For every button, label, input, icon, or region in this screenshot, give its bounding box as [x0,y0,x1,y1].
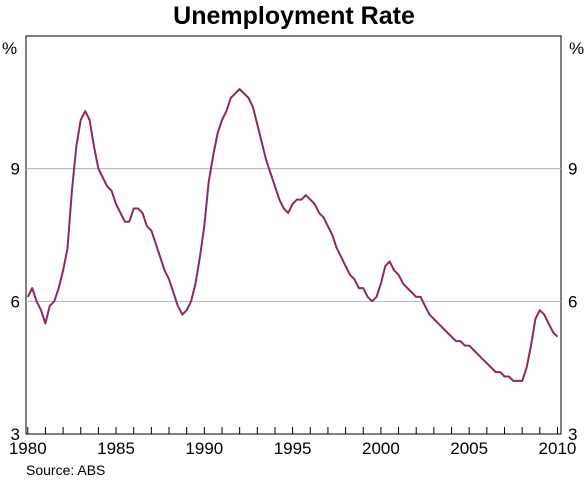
x-tick-label-2010: 2010 [539,439,577,458]
series-layer [26,88,559,382]
source-note: Source: ABS [26,462,106,478]
y-tick-label-right-6: 6 [568,292,577,311]
chart-title: Unemployment Rate [173,2,415,30]
right-unit-label: % [569,39,584,58]
series-line-0 [26,88,559,382]
grid-layer [26,168,561,302]
y-tick-label-right-3: 3 [568,425,577,444]
x-tick-label-1985: 1985 [97,439,135,458]
label-layer: 3 3 6 6 9 9 1980 1985 1990 1995 2000 2005 2010 [9,160,578,458]
left-unit-label: % [2,39,17,58]
x-tick-label-1980: 1980 [9,439,47,458]
x-tick-label-2000: 2000 [362,439,400,458]
x-tick-label-2005: 2005 [450,439,488,458]
y-tick-label-right-9: 9 [568,160,577,179]
y-tick-label-left-9: 9 [11,160,20,179]
y-tick-label-left-3: 3 [11,425,20,444]
y-tick-label-left-6: 6 [11,292,20,311]
x-tick-label-1990: 1990 [185,439,223,458]
plot-frame [25,35,562,435]
tick-layer [27,427,558,434]
x-tick-label-1995: 1995 [274,439,312,458]
